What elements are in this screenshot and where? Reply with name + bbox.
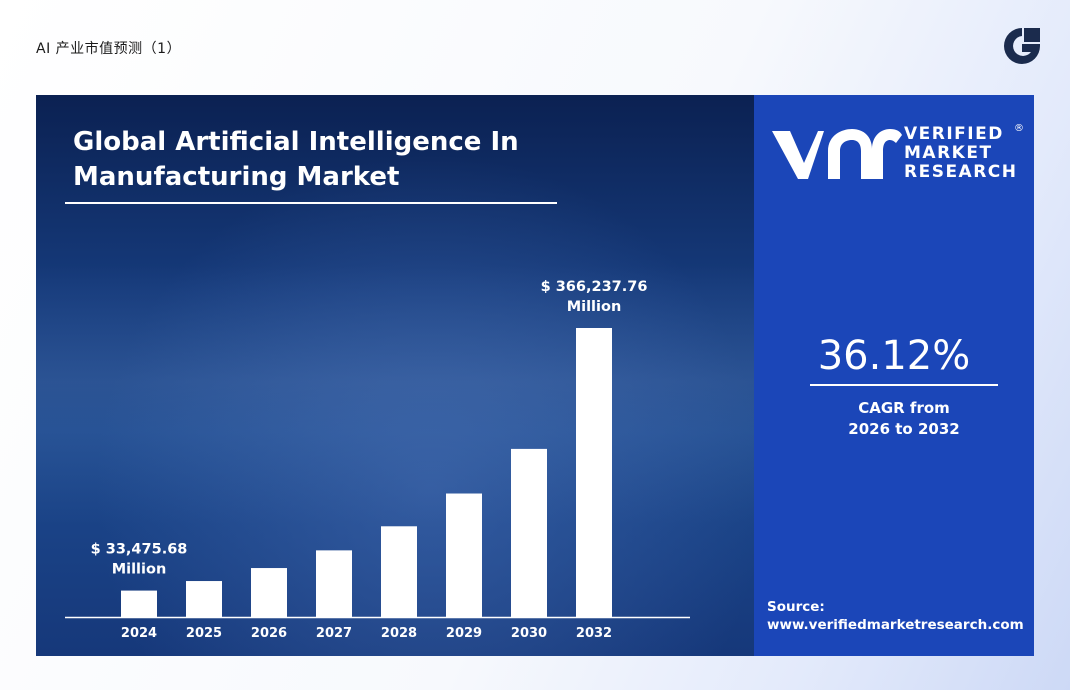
bar-2027 [316, 550, 352, 617]
cagr-label-line-2: 2026 to 2032 [848, 420, 960, 438]
x-tick-label-2030: 2030 [511, 626, 547, 641]
x-tick-label-2026: 2026 [251, 626, 287, 641]
source-label: Source: [767, 599, 825, 615]
data-label-unit-2024: Million [112, 562, 167, 578]
data-label-2024: $ 33,475.68 [91, 542, 188, 558]
registered-mark: ® [1014, 123, 1024, 134]
cagr-underline [810, 384, 998, 386]
chart-panel: Global Artificial Intelligence In Manufa… [36, 95, 754, 656]
data-label-2032: $ 366,237.76 [541, 279, 648, 295]
bar-2028 [381, 526, 417, 617]
x-tick-label-2027: 2027 [316, 626, 352, 641]
brand-g-logo-icon [1004, 28, 1040, 64]
publisher-name-line-2: MARKET [904, 143, 993, 163]
publisher-name-line-1: VERIFIED [904, 124, 1004, 144]
bar-2025 [186, 581, 222, 617]
page-title: AI 产业市值预测（1） [36, 41, 182, 57]
publisher-name-line-3: RESEARCH [904, 162, 1018, 182]
bar-2024 [121, 590, 157, 617]
x-tick-label-2024: 2024 [121, 626, 157, 641]
x-tick-label-2028: 2028 [381, 626, 417, 641]
side-panel: VERIFIED MARKET RESEARCH ® 36.12% CAGR f… [754, 95, 1034, 656]
publisher-name: VERIFIED MARKET RESEARCH [904, 125, 1018, 182]
bar-2029 [446, 493, 482, 617]
cagr-label: CAGR from 2026 to 2032 [754, 398, 1054, 440]
vmr-logo-icon [772, 129, 902, 179]
bar-2026 [251, 568, 287, 617]
x-tick-label-2032: 2032 [576, 626, 612, 641]
background-haze [36, 265, 754, 525]
title-underline [65, 202, 557, 204]
cagr-label-line-1: CAGR from [858, 399, 950, 417]
x-tick-label-2029: 2029 [446, 626, 482, 641]
cagr-value: 36.12% [817, 333, 971, 379]
bar-chart: 2024 2025 2026 2027 2028 2029 2030 2032 $ 33,475… [65, 279, 690, 641]
source-url[interactable]: www.verifiedmarketresearch.com [767, 617, 1024, 633]
infographic-card: Global Artificial Intelligence In Manufa… [36, 95, 1034, 656]
chart-title: Global Artificial Intelligence In Manufa… [73, 127, 519, 192]
bar-2030 [511, 448, 547, 617]
source-credit: Source: www.verifiedmarketresearch.com [767, 598, 1024, 634]
bar-2032 [576, 328, 612, 617]
x-tick-label-2025: 2025 [186, 626, 222, 641]
data-label-unit-2032: Million [567, 299, 622, 315]
